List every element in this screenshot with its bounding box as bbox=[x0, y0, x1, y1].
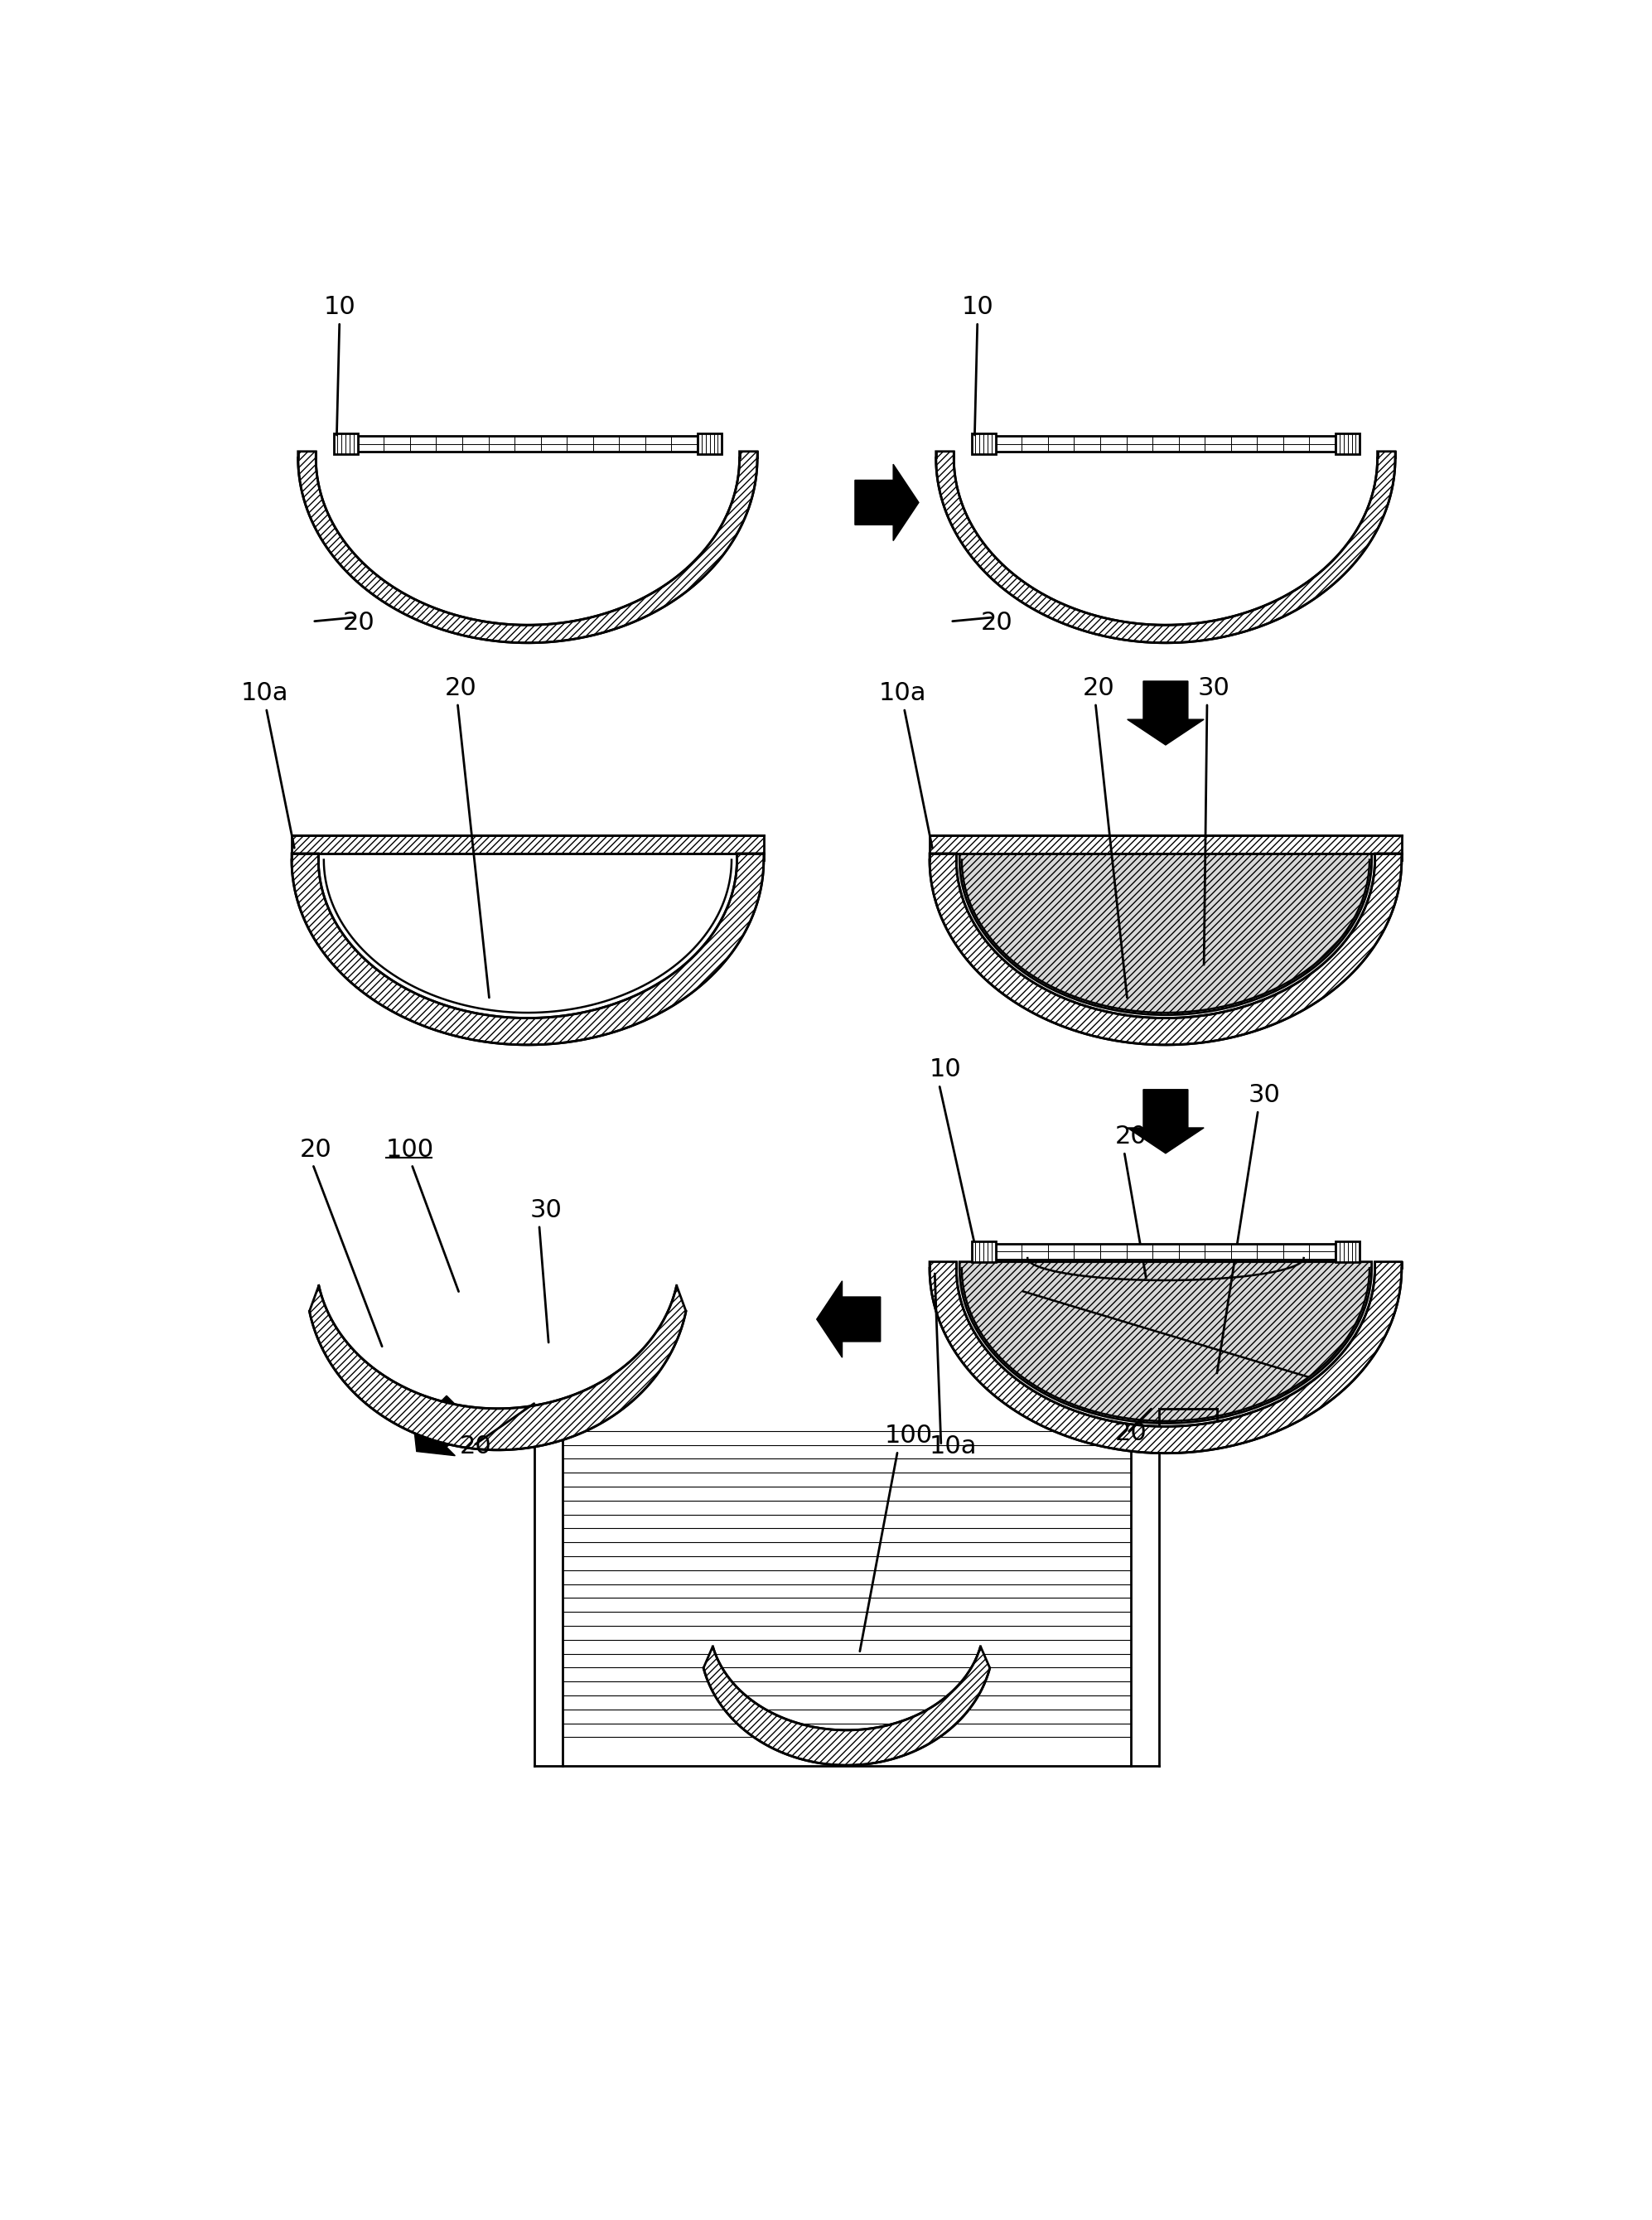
Text: 30: 30 bbox=[1249, 1083, 1280, 1108]
Bar bbox=[292, 835, 763, 852]
Bar bbox=[358, 435, 697, 451]
Bar bbox=[971, 433, 996, 455]
Bar bbox=[334, 433, 358, 455]
Text: 20: 20 bbox=[1115, 1421, 1146, 1445]
Polygon shape bbox=[1127, 682, 1204, 746]
Text: 30: 30 bbox=[1198, 677, 1229, 699]
Text: 100: 100 bbox=[885, 1423, 933, 1447]
Text: 100: 100 bbox=[387, 1137, 434, 1161]
Polygon shape bbox=[704, 1647, 990, 1765]
Text: 10a: 10a bbox=[879, 682, 927, 706]
Polygon shape bbox=[960, 1261, 1371, 1423]
Polygon shape bbox=[413, 1396, 472, 1456]
Polygon shape bbox=[960, 852, 1371, 1015]
Bar bbox=[1335, 1241, 1360, 1261]
Text: 10: 10 bbox=[961, 295, 993, 320]
Polygon shape bbox=[930, 1261, 1401, 1454]
Text: 20: 20 bbox=[444, 677, 477, 699]
Text: 20: 20 bbox=[459, 1434, 492, 1459]
Text: 10: 10 bbox=[930, 1057, 961, 1081]
Text: 30: 30 bbox=[530, 1199, 562, 1221]
Bar bbox=[996, 1243, 1335, 1259]
Text: 10a: 10a bbox=[930, 1434, 978, 1459]
Bar bbox=[971, 1241, 996, 1261]
Bar bbox=[1335, 433, 1360, 455]
Text: 10a: 10a bbox=[241, 682, 287, 706]
Text: 20: 20 bbox=[342, 610, 375, 635]
Text: 20: 20 bbox=[1115, 1126, 1146, 1148]
Polygon shape bbox=[856, 464, 919, 542]
Bar bbox=[930, 835, 1401, 852]
Text: 20: 20 bbox=[981, 610, 1013, 635]
Polygon shape bbox=[297, 451, 757, 644]
Bar bbox=[697, 433, 722, 455]
Polygon shape bbox=[1127, 1090, 1204, 1154]
Polygon shape bbox=[930, 852, 1401, 1046]
Text: 10: 10 bbox=[324, 295, 355, 320]
Text: 20: 20 bbox=[1082, 677, 1115, 699]
Text: 20: 20 bbox=[301, 1137, 332, 1161]
Polygon shape bbox=[309, 1285, 686, 1450]
Bar bbox=[996, 435, 1335, 451]
Polygon shape bbox=[937, 451, 1396, 644]
Polygon shape bbox=[816, 1281, 881, 1356]
Polygon shape bbox=[292, 852, 763, 1046]
